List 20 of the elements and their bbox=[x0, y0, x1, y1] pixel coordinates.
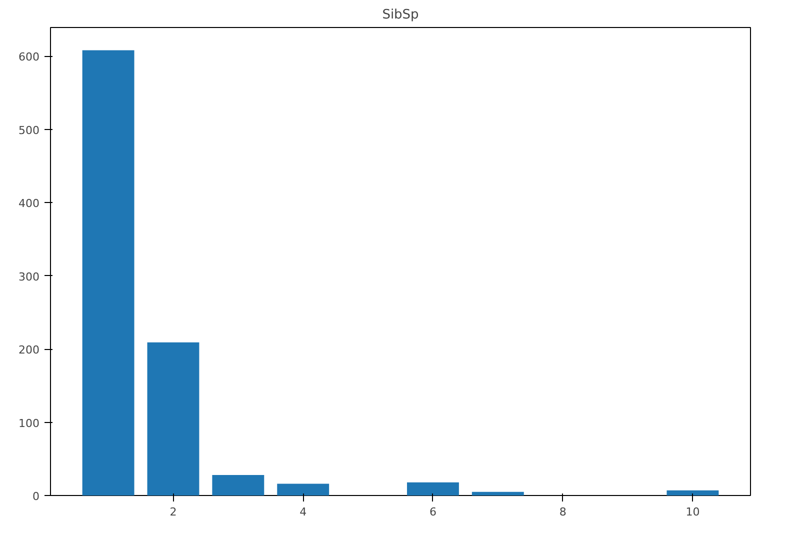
y-tick-label: 400 bbox=[18, 197, 40, 210]
y-tick-label: 200 bbox=[18, 344, 40, 357]
y-tick-label: 600 bbox=[18, 50, 40, 64]
bar bbox=[666, 490, 719, 496]
y-tick-label: 500 bbox=[18, 124, 40, 137]
x-tick-label: 10 bbox=[686, 506, 700, 518]
bar bbox=[82, 50, 134, 496]
y-tick-label: 100 bbox=[18, 416, 40, 430]
chart-title: SibSp bbox=[382, 8, 419, 22]
x-tick-label: 6 bbox=[429, 506, 436, 518]
x-tick-label: 8 bbox=[559, 506, 566, 518]
y-tick-label: 0 bbox=[32, 490, 40, 503]
x-tick-label: 2 bbox=[170, 506, 177, 518]
bar bbox=[277, 484, 330, 496]
bar bbox=[147, 342, 200, 496]
bar bbox=[406, 482, 459, 496]
y-tick-label: 300 bbox=[18, 270, 40, 284]
x-tick-label: 4 bbox=[300, 506, 307, 518]
bar bbox=[212, 474, 264, 496]
bar bbox=[472, 492, 524, 496]
